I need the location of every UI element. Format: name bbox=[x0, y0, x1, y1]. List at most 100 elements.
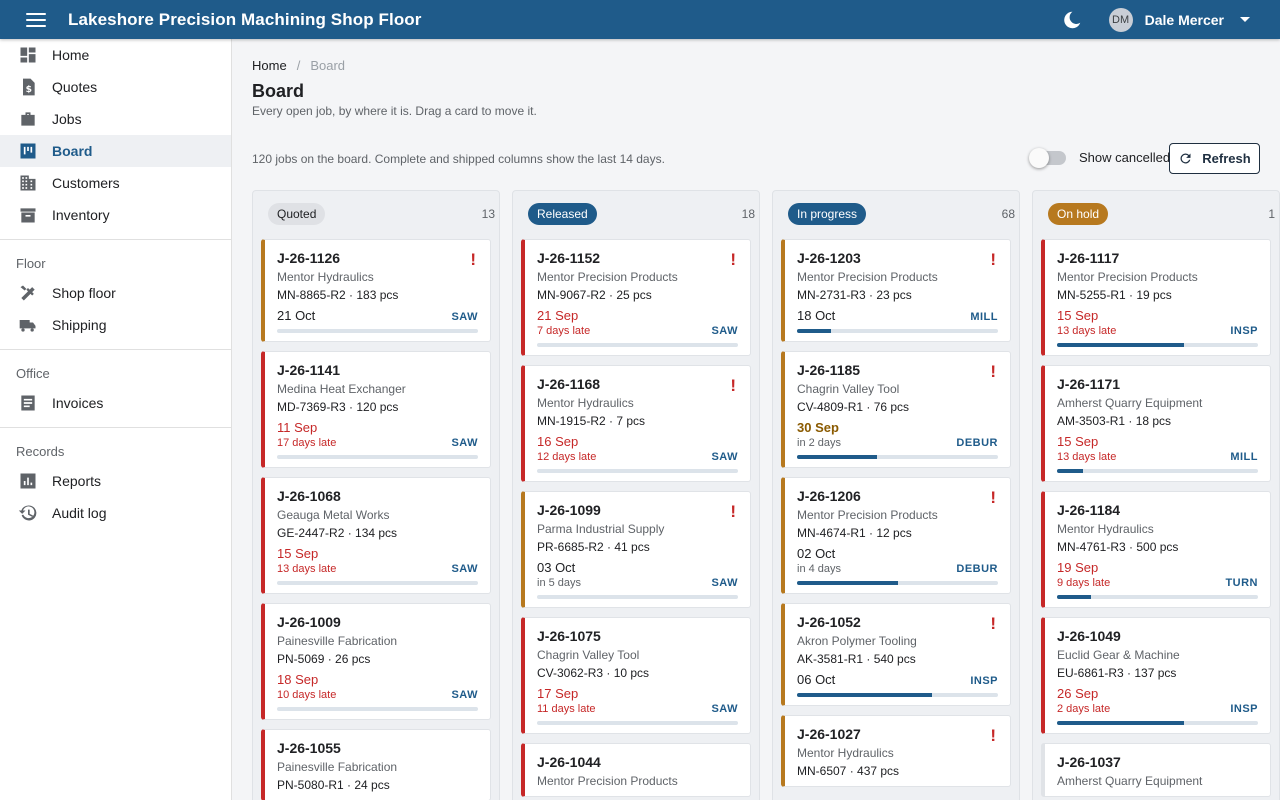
job-due-date: 16 Sep bbox=[537, 434, 579, 449]
board-column-on-hold: On hold 1 J-26-1117 Mentor Precision Produc… bbox=[1032, 190, 1280, 800]
breadcrumb-home-link[interactable]: Home bbox=[252, 58, 287, 73]
job-due-note: 13 days late bbox=[277, 563, 337, 575]
board-column-in-progress: In progress 68 J-26-1203! Mentor Precision … bbox=[772, 190, 1020, 800]
building-icon bbox=[18, 173, 38, 193]
job-due: 18 Sep 10 days late bbox=[277, 672, 336, 701]
sidebar-item-label: Invoices bbox=[52, 395, 104, 411]
job-customer: Mentor Hydraulics bbox=[537, 396, 634, 410]
sidebar-item-board[interactable]: Board bbox=[0, 135, 231, 167]
job-card[interactable]: J-26-1152! Mentor Precision Products MN-90… bbox=[521, 239, 751, 356]
job-due: 11 Sep 17 days late bbox=[277, 420, 336, 449]
job-due-row: 19 Sep 9 days late TURN bbox=[1057, 560, 1258, 589]
job-card[interactable]: J-26-1141 Medina Heat Exchanger MD-7369-R3… bbox=[261, 351, 491, 468]
show-cancelled-toggle[interactable] bbox=[1029, 147, 1066, 168]
job-operation: SAW bbox=[711, 451, 738, 463]
job-progress-bar bbox=[1057, 721, 1258, 725]
job-progress-bar bbox=[1057, 343, 1258, 347]
job-due-note: in 4 days bbox=[797, 563, 842, 575]
job-card[interactable]: J-26-1044 Mentor Precision Products bbox=[521, 743, 751, 797]
job-progress-fill bbox=[797, 455, 878, 459]
job-due-date: 18 Oct bbox=[797, 308, 836, 323]
job-card[interactable]: J-26-1126! Mentor Hydraulics MN-8865-R2 · … bbox=[261, 239, 491, 342]
column-header: Quoted 13 bbox=[253, 191, 499, 237]
job-card[interactable]: J-26-1052! Akron Polymer Tooling AK-3581-R… bbox=[781, 603, 1011, 706]
job-operation: SAW bbox=[451, 437, 478, 449]
sidebar-item-invoices[interactable]: Invoices bbox=[0, 387, 231, 419]
job-progress-bar bbox=[797, 455, 998, 459]
job-id: J-26-1171 bbox=[1057, 376, 1121, 392]
job-part-qty: CV-4809-R1 · 76 pcs bbox=[797, 400, 910, 414]
job-progress-bar bbox=[797, 329, 998, 333]
history-icon bbox=[18, 503, 38, 523]
job-card[interactable]: J-26-1068 Geauga Metal Works GE-2447-R2 · … bbox=[261, 477, 491, 594]
sidebar-item-reports[interactable]: Reports bbox=[0, 465, 231, 497]
job-customer: Mentor Hydraulics bbox=[797, 746, 894, 760]
sidebar-heading-records: Records bbox=[16, 444, 65, 459]
sidebar-item-jobs[interactable]: Jobs bbox=[0, 103, 231, 135]
job-id: J-26-1126 bbox=[277, 250, 341, 266]
job-due-row: 02 Oct in 4 days DEBUR bbox=[797, 546, 998, 575]
user-menu[interactable]: DM Dale Mercer bbox=[1108, 7, 1250, 32]
job-part-qty: EU-6861-R3 · 137 pcs bbox=[1057, 666, 1177, 680]
job-card[interactable]: J-26-1206! Mentor Precision Products MN-46… bbox=[781, 477, 1011, 594]
job-id: J-26-1049 bbox=[1057, 628, 1121, 644]
job-due: 18 Oct bbox=[797, 308, 835, 323]
job-progress-bar bbox=[277, 455, 478, 459]
sidebar-item-label: Shipping bbox=[52, 317, 107, 333]
job-card[interactable]: J-26-1171 Amherst Quarry Equipment AM-3503… bbox=[1041, 365, 1271, 482]
job-id: J-26-1027 bbox=[797, 726, 861, 742]
job-due: 30 Sep in 2 days bbox=[797, 420, 841, 449]
dark-mode-moon-icon[interactable] bbox=[1061, 9, 1083, 31]
job-card[interactable]: J-26-1027! Mentor Hydraulics MN-6507 · 437… bbox=[781, 715, 1011, 787]
toggle-knob bbox=[1029, 147, 1049, 168]
job-customer: Mentor Precision Products bbox=[797, 508, 938, 522]
dashboard-icon bbox=[18, 45, 38, 65]
job-card[interactable]: J-26-1075 Chagrin Valley Tool CV-3062-R3 ·… bbox=[521, 617, 751, 734]
job-card[interactable]: J-26-1055 Painesville Fabrication PN-5080-… bbox=[261, 729, 491, 800]
refresh-button[interactable]: Refresh bbox=[1169, 143, 1260, 174]
kanban-board: Quoted 13 J-26-1126! Mentor Hydraulics MN-88… bbox=[252, 190, 1280, 800]
job-customer: Painesville Fabrication bbox=[277, 760, 398, 774]
job-due-date: 03 Oct bbox=[537, 560, 576, 575]
truck-icon bbox=[18, 315, 38, 335]
job-card[interactable]: J-26-1117 Mentor Precision Products MN-525… bbox=[1041, 239, 1271, 356]
job-progress-bar bbox=[1057, 595, 1258, 599]
sidebar-item-shop-floor[interactable]: Shop floor bbox=[0, 277, 231, 309]
job-card[interactable]: J-26-1099! Parma Industrial Supply PR-6685… bbox=[521, 491, 751, 608]
job-card[interactable]: J-26-1049 Euclid Gear & Machine EU-6861-R3… bbox=[1041, 617, 1271, 734]
job-card[interactable]: J-26-1009 Painesville Fabrication PN-5069 … bbox=[261, 603, 491, 720]
job-part-qty: AK-3581-R1 · 540 pcs bbox=[797, 652, 916, 666]
job-card[interactable]: J-26-1185! Chagrin Valley Tool CV-4809-R1 … bbox=[781, 351, 1011, 468]
job-operation: DEBUR bbox=[956, 563, 998, 575]
job-due-note: 13 days late bbox=[1057, 451, 1117, 463]
job-card[interactable]: J-26-1203! Mentor Precision Products MN-27… bbox=[781, 239, 1011, 342]
job-card[interactable]: J-26-1037 Amherst Quarry Equipment bbox=[1041, 743, 1271, 797]
sidebar-item-quotes[interactable]: $ Quotes bbox=[0, 71, 231, 103]
job-card[interactable]: J-26-1184 Mentor Hydraulics MN-4761-R3 · 5… bbox=[1041, 491, 1271, 608]
sidebar-item-shipping[interactable]: Shipping bbox=[0, 309, 231, 341]
sidebar-item-home[interactable]: Home bbox=[0, 39, 231, 71]
sidebar-divider bbox=[0, 349, 231, 350]
priority-alert-icon: ! bbox=[990, 362, 996, 381]
job-due-date: 18 Sep bbox=[277, 672, 319, 687]
column-status-pill: In progress bbox=[788, 203, 867, 225]
job-part-qty: MN-9067-R2 · 25 pcs bbox=[537, 288, 652, 302]
card-list: J-26-1117 Mentor Precision Products MN-525… bbox=[1041, 239, 1271, 800]
job-part-qty: AM-3503-R1 · 18 pcs bbox=[1057, 414, 1172, 428]
job-part-qty: MN-4761-R3 · 500 pcs bbox=[1057, 540, 1179, 554]
refresh-icon bbox=[1180, 153, 1191, 164]
job-part-qty: MN-1915-R2 · 7 pcs bbox=[537, 414, 646, 428]
job-due-note: in 2 days bbox=[797, 437, 842, 449]
priority-alert-icon: ! bbox=[990, 488, 996, 507]
sidebar-item-customers[interactable]: Customers bbox=[0, 167, 231, 199]
job-due-row: 15 Sep 13 days late MILL bbox=[1057, 434, 1258, 463]
column-count: 18 bbox=[741, 207, 755, 221]
sidebar-item-audit-log[interactable]: Audit log bbox=[0, 497, 231, 529]
job-due-row: 18 Oct MILL bbox=[797, 308, 998, 323]
job-card[interactable]: J-26-1168! Mentor Hydraulics MN-1915-R2 · … bbox=[521, 365, 751, 482]
sidebar-item-inventory[interactable]: Inventory bbox=[0, 199, 231, 231]
job-progress-bar bbox=[537, 469, 738, 473]
tools-icon bbox=[18, 283, 38, 303]
job-progress-fill bbox=[797, 329, 832, 333]
menu-icon[interactable] bbox=[26, 12, 46, 27]
